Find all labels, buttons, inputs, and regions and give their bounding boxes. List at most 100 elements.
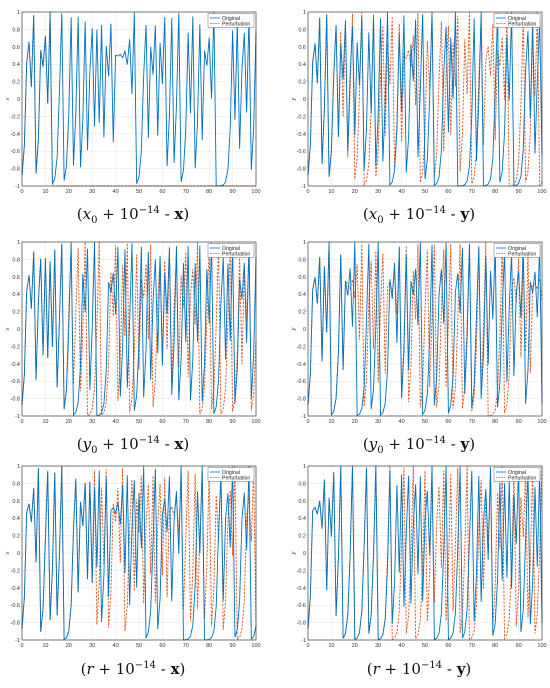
y-tick-label: 0.6: [298, 45, 306, 51]
caption-part: −14: [138, 435, 160, 446]
y-tick-label: -0.2: [11, 568, 20, 574]
x-tick-label: 0: [20, 643, 23, 649]
y-tick-label: 0.6: [12, 499, 20, 505]
x-tick-label: 30: [89, 643, 95, 649]
caption-part: ): [183, 435, 190, 453]
chart-svg-a: 0 10 20 30 40 50 60 70 80 90 100-1-0.8-0.6-0.4-0.2…: [5, 10, 261, 195]
caption-part: ): [183, 205, 190, 223]
chart-svg-e: 0 10 20 30 40 50 60 70 80 90 100-1-0.8-0.6-0.4-0.2…: [5, 464, 261, 649]
x-tick-label: 10: [328, 189, 334, 195]
y-tick-label: 0.2: [12, 310, 20, 316]
x-tick-label: 30: [375, 189, 381, 195]
caption-part: + 10: [383, 435, 425, 453]
caption-part: + 10: [93, 660, 135, 678]
x-tick-label: 30: [89, 189, 95, 195]
x-tick-label: 90: [516, 643, 522, 649]
caption-part: -: [159, 435, 175, 453]
series-line-original: [307, 242, 543, 417]
series-line-perturbation: [21, 466, 257, 641]
y-axis-label: y: [291, 326, 297, 331]
y-tick-label: 0.6: [298, 499, 306, 505]
caption-part: -: [442, 660, 457, 678]
x-tick-label: 60: [445, 189, 451, 195]
x-tick-label: 100: [251, 419, 260, 425]
legend-label-original: Original: [508, 246, 526, 252]
y-tick-label: -0.8: [11, 167, 20, 173]
chart-svg-c: 0 10 20 30 40 50 60 70 80 90 100-1-0.8-0.6-0.4-0.2…: [5, 240, 261, 425]
series-line-original: [307, 466, 543, 641]
y-tick-label: 0.8: [298, 257, 306, 263]
y-tick-label: 0.2: [12, 80, 20, 86]
x-tick-label: 60: [159, 189, 165, 195]
y-tick-label: -0.4: [297, 132, 306, 138]
x-tick-label: 20: [66, 643, 72, 649]
caption-part: x: [174, 205, 184, 223]
axes-box: [21, 11, 257, 187]
legend-label-original: Original: [222, 246, 240, 252]
y-tick-label: 0.4: [12, 516, 20, 522]
x-tick-label: 40: [113, 189, 119, 195]
x-tick-label: 80: [206, 419, 212, 425]
axes-box: [307, 11, 543, 187]
x-tick-label: 40: [113, 419, 119, 425]
y-tick-label: -0.4: [297, 362, 306, 368]
y-tick-label: 0.2: [298, 310, 306, 316]
y-tick-label: -0.6: [11, 603, 20, 609]
y-tick-label: 0: [303, 327, 306, 333]
y-tick-label: 0: [303, 551, 306, 557]
y-tick-label: 0.8: [12, 27, 20, 33]
caption-part: -: [445, 435, 461, 453]
y-tick-label: -0.8: [297, 621, 306, 627]
caption-e: (r + 10−14 - x): [8, 660, 258, 678]
legend-box: [493, 467, 541, 482]
y-tick-label: 1: [17, 10, 20, 16]
x-tick-label: 100: [537, 419, 546, 425]
caption-part: y: [460, 435, 470, 453]
x-tick-label: 20: [352, 189, 358, 195]
legend-label-perturbation: Perturbation: [222, 251, 250, 257]
caption-part: -: [445, 205, 461, 223]
caption-part: (: [362, 205, 369, 223]
y-tick-label: 1: [17, 464, 20, 470]
caption-part: 0: [377, 215, 384, 226]
y-tick-label: 0.8: [298, 27, 306, 33]
legend-label-perturbation: Perturbation: [508, 475, 536, 481]
legend-label-perturbation: Perturbation: [222, 475, 250, 481]
series-line-original: [307, 11, 543, 187]
y-tick-label: 0.8: [298, 481, 306, 487]
y-tick-label: -0.4: [11, 362, 20, 368]
x-tick-label: 0: [306, 189, 309, 195]
caption-part: + 10: [383, 205, 425, 223]
caption-part: x: [82, 205, 92, 223]
caption-c: (y0 + 10−14 - x): [8, 435, 258, 456]
x-tick-label: 70: [469, 189, 475, 195]
y-tick-label: 0: [17, 551, 20, 557]
x-tick-label: 0: [306, 643, 309, 649]
x-tick-label: 70: [183, 643, 189, 649]
x-tick-label: 0: [20, 189, 23, 195]
x-tick-label: 30: [375, 419, 381, 425]
x-tick-label: 10: [42, 189, 48, 195]
x-tick-label: 80: [492, 189, 498, 195]
y-tick-label: -0.8: [297, 397, 306, 403]
caption-part: + 10: [97, 205, 139, 223]
chart-panel-e: 0 10 20 30 40 50 60 70 80 90 100 -1 -0.8 -0.6 -0.4 -0.2…: [5, 462, 261, 652]
y-tick-label: 0: [17, 327, 20, 333]
caption-part: (: [76, 435, 83, 453]
caption-part: −14: [138, 205, 160, 216]
y-tick-label: -0.6: [11, 149, 20, 155]
caption-part: x: [174, 435, 184, 453]
x-tick-label: 0: [306, 419, 309, 425]
y-tick-label: 0.4: [298, 62, 306, 68]
x-tick-label: 20: [352, 643, 358, 649]
y-axis-label: y: [291, 96, 297, 101]
x-tick-label: 40: [399, 419, 405, 425]
y-tick-label: -0.6: [297, 603, 306, 609]
x-tick-label: 40: [399, 643, 405, 649]
x-tick-label: 10: [42, 419, 48, 425]
